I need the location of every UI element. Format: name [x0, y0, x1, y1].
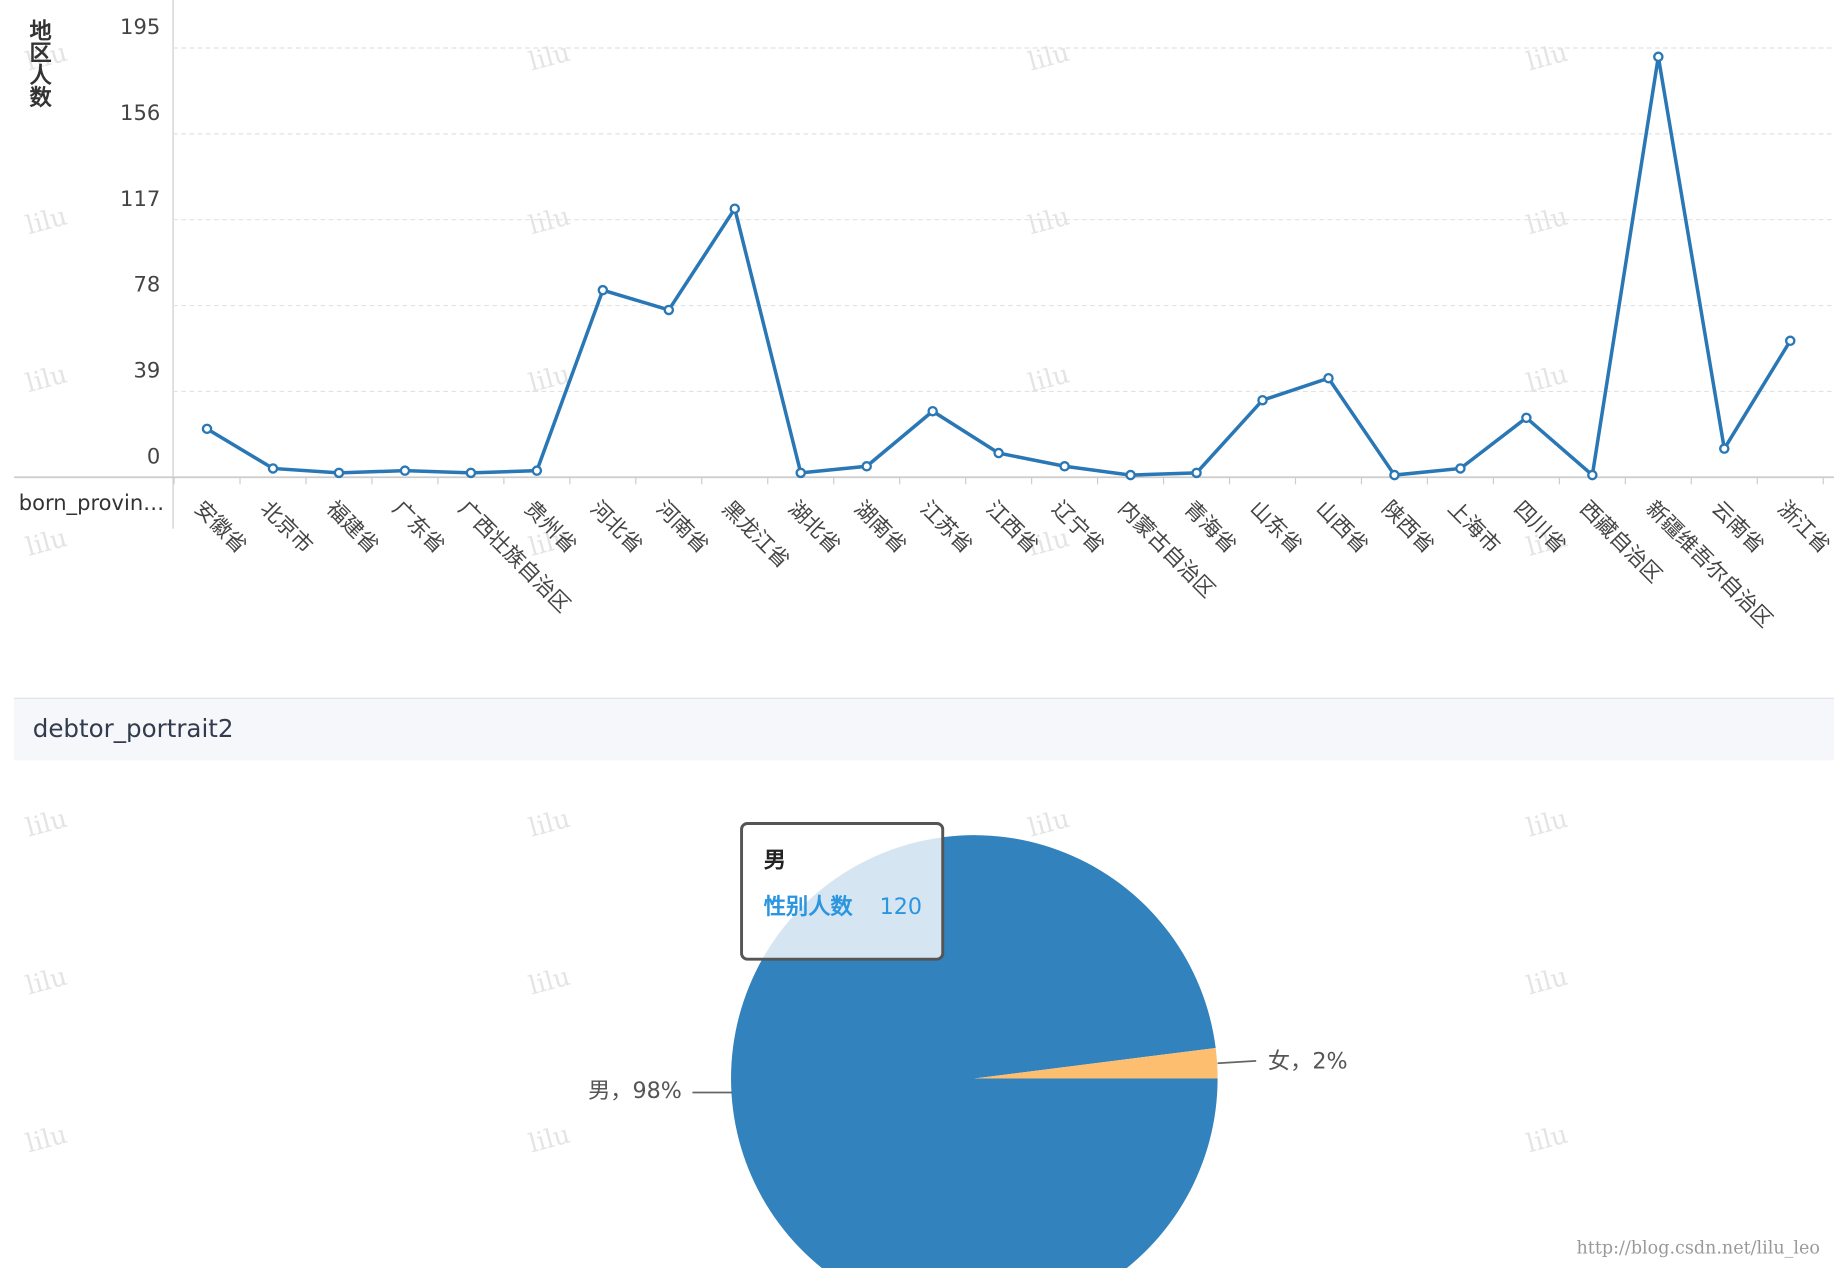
point: [333, 467, 345, 479]
pie-slice: [974, 1047, 1218, 1079]
x-axis-label: born_provin…: [19, 490, 165, 515]
label-line: [1217, 1059, 1257, 1065]
point: [1455, 463, 1466, 474]
tooltip-box: [740, 822, 945, 961]
y-tick-label: 39: [133, 358, 160, 383]
point: [1389, 469, 1400, 481]
point: [993, 447, 1004, 459]
point: [795, 467, 807, 479]
y-tick-label: 0: [147, 443, 160, 468]
y-tick-label: 156: [120, 100, 160, 125]
point: [399, 465, 411, 476]
tooltip-value: 120: [880, 894, 922, 920]
point: [597, 284, 609, 296]
point: [1257, 394, 1268, 406]
point: [201, 423, 213, 435]
point: [927, 405, 938, 417]
point: [1125, 469, 1136, 481]
point: [267, 463, 279, 474]
pie-label: 男，98%: [588, 1078, 682, 1104]
point: [1653, 51, 1664, 63]
pie-label: 女，2%: [1268, 1049, 1348, 1075]
section-header: [14, 698, 1834, 761]
section-title: debtor_portrait2: [33, 714, 234, 743]
y-tick-label: 78: [133, 272, 160, 297]
point: [465, 467, 477, 479]
y-tick-label: 195: [120, 14, 160, 39]
footer-url: http://blog.csdn.net/lilu_leo: [1577, 1239, 1820, 1259]
point: [1521, 412, 1532, 424]
point: [1323, 372, 1334, 384]
point: [1059, 460, 1070, 472]
point: [1719, 443, 1730, 454]
point: [861, 460, 872, 472]
y-axis-label: 地区人数: [26, 18, 52, 109]
tooltip-title: 男: [764, 847, 786, 873]
point: [663, 304, 675, 316]
point: [1191, 467, 1202, 479]
point: [729, 203, 741, 214]
y-tick-label: 117: [120, 186, 160, 211]
tooltip-name: 性别人数: [764, 894, 854, 920]
point: [1587, 469, 1598, 481]
point: [1784, 335, 1796, 347]
point: [531, 465, 543, 476]
